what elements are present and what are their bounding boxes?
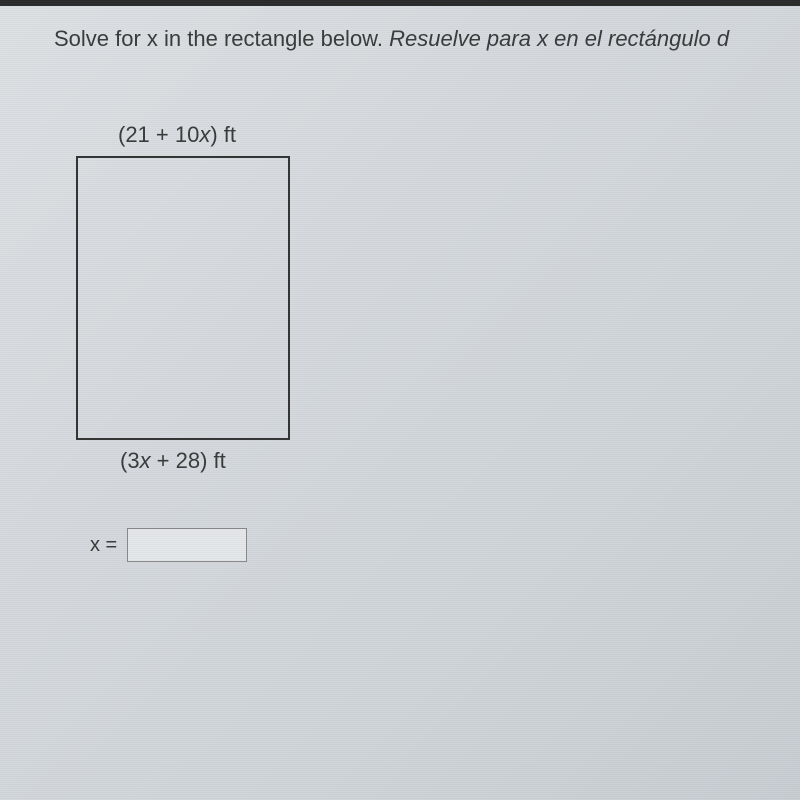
rectangle-bottom-label: (3x + 28) ft: [120, 448, 226, 474]
question-spanish: Resuelve para x en el rectángulo d: [389, 26, 729, 51]
rectangle-figure: [76, 156, 290, 440]
window-top-edge: [0, 0, 800, 6]
top-label-variable: x: [199, 122, 210, 147]
top-label-suffix: ) ft: [210, 122, 236, 147]
answer-prompt: x =: [90, 534, 117, 557]
bottom-label-variable: x: [140, 448, 151, 473]
answer-input[interactable]: [127, 528, 247, 562]
top-label-prefix: (21 + 10: [118, 122, 199, 147]
bottom-label-prefix: (3: [120, 448, 140, 473]
rectangle-top-label: (21 + 10x) ft: [118, 122, 236, 148]
bottom-label-suffix: + 28) ft: [151, 448, 226, 473]
answer-row: x =: [90, 528, 247, 562]
question-text: Solve for x in the rectangle below. Resu…: [54, 26, 800, 52]
question-english: Solve for x in the rectangle below.: [54, 26, 389, 51]
